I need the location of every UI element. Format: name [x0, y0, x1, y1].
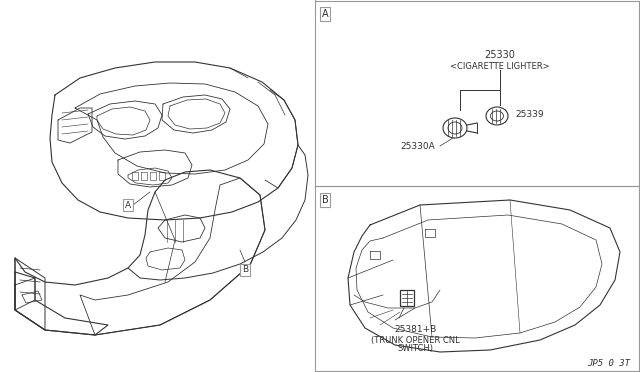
Text: (TRUNK OPENER CNL: (TRUNK OPENER CNL — [371, 336, 460, 344]
Bar — [400, 290, 414, 306]
Text: 25339: 25339 — [515, 109, 543, 119]
Text: 25330A: 25330A — [400, 141, 435, 151]
Text: A: A — [125, 201, 131, 209]
Text: 25381+B: 25381+B — [394, 326, 436, 334]
Text: B: B — [242, 266, 248, 275]
Text: JP5 0 3T: JP5 0 3T — [587, 359, 630, 369]
Text: SWITCH): SWITCH) — [397, 344, 433, 353]
Text: A: A — [322, 9, 328, 19]
Text: B: B — [322, 195, 328, 205]
Text: 25330: 25330 — [484, 50, 515, 60]
Text: <CIGARETTE LIGHTER>: <CIGARETTE LIGHTER> — [450, 62, 550, 71]
